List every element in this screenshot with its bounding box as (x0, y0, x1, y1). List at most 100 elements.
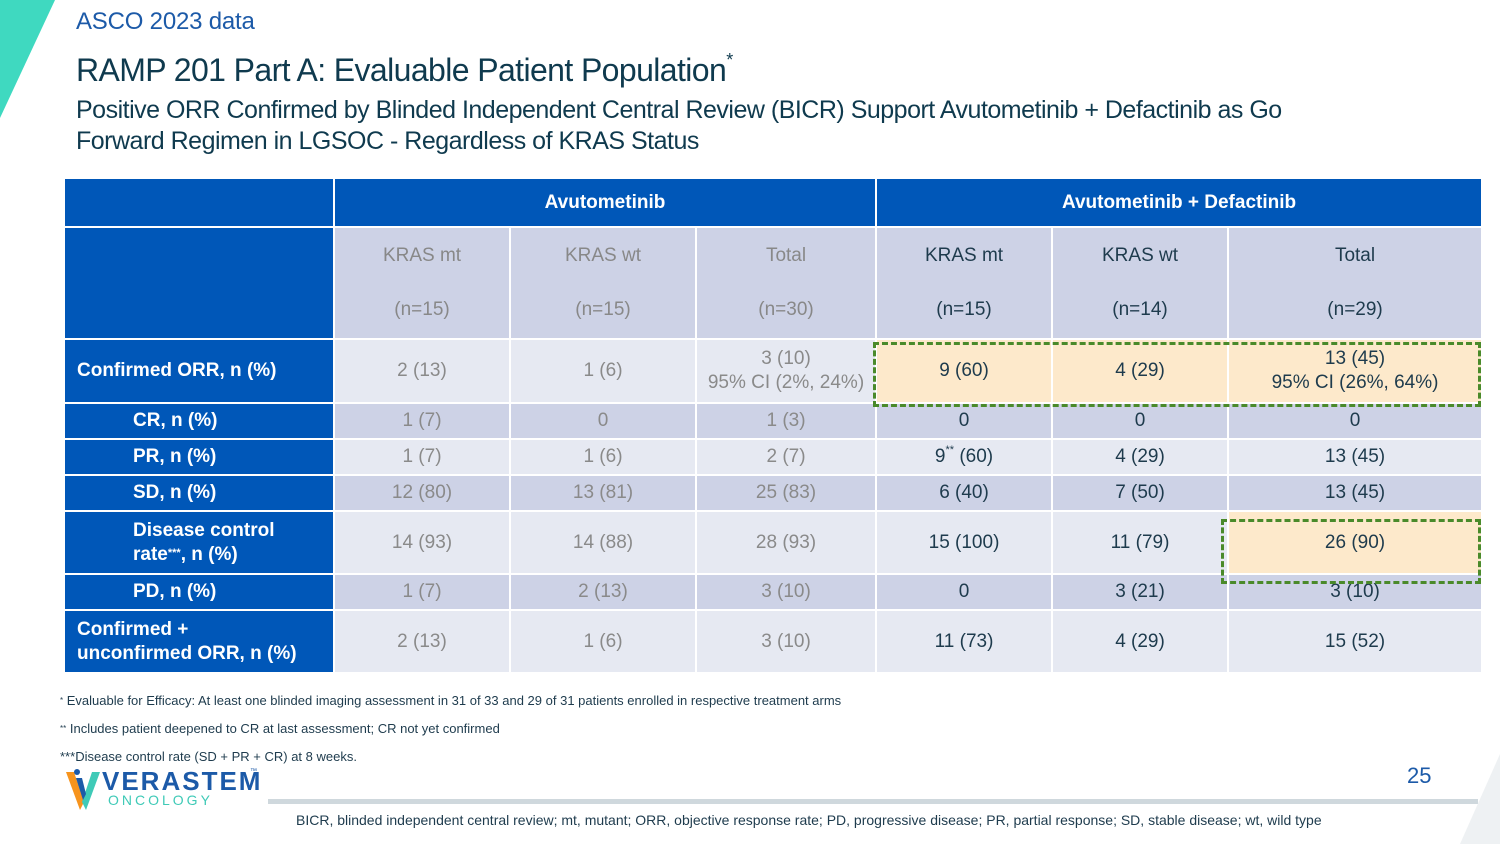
table-row-confirmed-orr: Confirmed ORR, n (%) 2 (13) 1 (6) 3 (10)… (65, 340, 1482, 402)
row-label-suffix: , n (%) (180, 543, 238, 565)
column-header: KRAS wt (n=15) (511, 228, 695, 338)
table-cell: 1 (7) (335, 575, 509, 609)
verastem-logo: VERASTEM ™ ONCOLOGY (64, 766, 264, 812)
group-header-combination: Avutometinib + Defactinib (877, 179, 1482, 226)
table-row-cr: CR, n (%) 1 (7) 0 1 (3) 0 0 0 (65, 404, 1482, 438)
column-header: KRAS mt (n=15) (335, 228, 509, 338)
table-cell: 14 (93) (335, 512, 509, 573)
column-label: KRAS wt (1102, 245, 1179, 266)
table-cell: 0 (877, 404, 1052, 438)
footnotes: * Evaluable for Efficacy: At least one b… (60, 692, 841, 776)
table-cell: 0 (1053, 404, 1228, 438)
group-header-avutometinib: Avutometinib (335, 179, 876, 226)
table-row-dcr: Disease control rate***, n (%) 14 (93) 14… (65, 512, 1482, 573)
results-table: Avutometinib Avutometinib + Defactinib K… (63, 177, 1483, 674)
title-footnote-marker: * (726, 50, 733, 70)
table-cell: 13 (81) (511, 476, 695, 510)
cell-value: 13 (45) (1324, 348, 1386, 369)
table-cell: 15 (52) (1229, 611, 1482, 672)
column-n: (n=15) (575, 299, 631, 320)
table-cell: 3 (10) (697, 611, 876, 672)
column-n: (n=15) (394, 299, 450, 320)
corner-decoration-shape (1460, 754, 1500, 844)
table-cell: 2 (13) (335, 611, 509, 672)
footnote: * Evaluable for Efficacy: At least one b… (60, 692, 841, 720)
logo-trademark: ™ (250, 768, 257, 775)
table-cell: 1 (6) (511, 611, 695, 672)
column-label: Total (1334, 245, 1376, 266)
table-cell: 11 (79) (1053, 512, 1228, 573)
eyebrow-label: ASCO 2023 data (76, 8, 255, 35)
row-label: Confirmed + unconfirmed ORR, n (%) (65, 611, 333, 672)
table-cell: 0 (877, 575, 1052, 609)
row-footnote-marker: *** (167, 546, 181, 559)
column-label: KRAS wt (564, 245, 642, 266)
table-row-pd: PD, n (%) 1 (7) 2 (13) 3 (10) 0 3 (21) 3… (65, 575, 1482, 609)
verastem-v-icon (66, 769, 100, 810)
cell-footnote-marker: ** (945, 444, 955, 456)
table-cell: 28 (93) (697, 512, 876, 573)
cell-value-suffix: (60) (954, 446, 994, 467)
table-cell: 25 (83) (697, 476, 876, 510)
footer-divider (268, 799, 1478, 804)
table-cell-highlighted: 13 (45) 95% CI (26%, 64%) (1229, 340, 1482, 402)
page-number: 25 (1407, 763, 1432, 788)
footnote-text: Disease control rate (SD + PR + CR) at 8… (75, 749, 357, 764)
column-label: KRAS mt (382, 245, 462, 266)
table-cell-highlighted: 4 (29) (1053, 340, 1228, 402)
footnote-marker: *** (60, 749, 76, 764)
table-cell: 3 (10) (1229, 575, 1482, 609)
table-cell: 2 (7) (697, 440, 876, 474)
table-cell: 3 (10) 95% CI (2%, 24%) (697, 340, 876, 402)
slide-title-text: RAMP 201 Part A: Evaluable Patient Popul… (76, 52, 727, 88)
cell-value: 9 (934, 446, 946, 467)
header-blank-cell (65, 179, 333, 226)
abbreviations-note: BICR, blinded independent central review… (296, 812, 1322, 828)
table-cell: 11 (73) (877, 611, 1052, 672)
cell-value: 3 (10) (761, 348, 811, 369)
table-cell: 2 (13) (335, 340, 509, 402)
cell-ci: 95% CI (2%, 24%) (707, 372, 865, 393)
table-cell: 1 (7) (335, 440, 509, 474)
group-header-row: Avutometinib Avutometinib + Defactinib (65, 179, 1482, 226)
column-label: KRAS mt (924, 245, 1004, 266)
row-label: Confirmed ORR, n (%) (65, 340, 333, 402)
column-n: (n=29) (1327, 299, 1383, 320)
footnote-text: Evaluable for Efficacy: At least one bli… (63, 693, 842, 708)
row-label: SD, n (%) (65, 476, 333, 510)
row-label: PD, n (%) (65, 575, 333, 609)
column-label: Total (765, 245, 807, 266)
header-blank-cell (65, 228, 333, 338)
table-cell: 1 (3) (697, 404, 876, 438)
table-row-pr: PR, n (%) 1 (7) 1 (6) 2 (7) 9** (60) 4 (… (65, 440, 1482, 474)
column-header-row: KRAS mt (n=15) KRAS wt (n=15) Total (n=30) … (65, 228, 1482, 338)
table-cell: 4 (29) (1053, 440, 1228, 474)
table-row-sd: SD, n (%) 12 (80) 13 (81) 25 (83) 6 (40)… (65, 476, 1482, 510)
slide-subtitle: Positive ORR Confirmed by Blinded Indepe… (76, 96, 1282, 155)
table-cell: 13 (45) (1229, 476, 1482, 510)
column-header: Total (n=30) (697, 228, 876, 338)
row-label: Disease control rate***, n (%) (65, 512, 333, 573)
table-cell: 7 (50) (1053, 476, 1228, 510)
column-header: KRAS wt (n=14) (1053, 228, 1228, 338)
footnote-marker: ** (60, 724, 67, 733)
footnote: ***Disease control rate (SD + PR + CR) a… (60, 748, 841, 776)
logo-subtext: ONCOLOGY (108, 792, 213, 808)
table-cell: 13 (45) (1229, 440, 1482, 474)
row-label: CR, n (%) (65, 404, 333, 438)
corner-accent-shape (0, 0, 55, 118)
footnote: ** Includes patient deepened to CR at la… (60, 720, 841, 748)
row-label-line: rate (133, 543, 168, 565)
table-cell: 2 (13) (511, 575, 695, 609)
row-label-line: Disease control (133, 519, 275, 541)
footnote-marker: * (60, 696, 64, 705)
table-cell: 14 (88) (511, 512, 695, 573)
table-cell: 9** (60) (877, 440, 1052, 474)
footnote-text: Includes patient deepened to CR at last … (66, 721, 500, 736)
logo-wordmark: VERASTEM (102, 766, 263, 796)
table-cell-highlighted: 9 (60) (877, 340, 1052, 402)
table-cell: 1 (6) (511, 440, 695, 474)
row-label-line: Confirmed + (77, 618, 189, 640)
column-header: KRAS mt (n=15) (877, 228, 1052, 338)
table-row-confirmed-unconfirmed-orr: Confirmed + unconfirmed ORR, n (%) 2 (13)… (65, 611, 1482, 672)
